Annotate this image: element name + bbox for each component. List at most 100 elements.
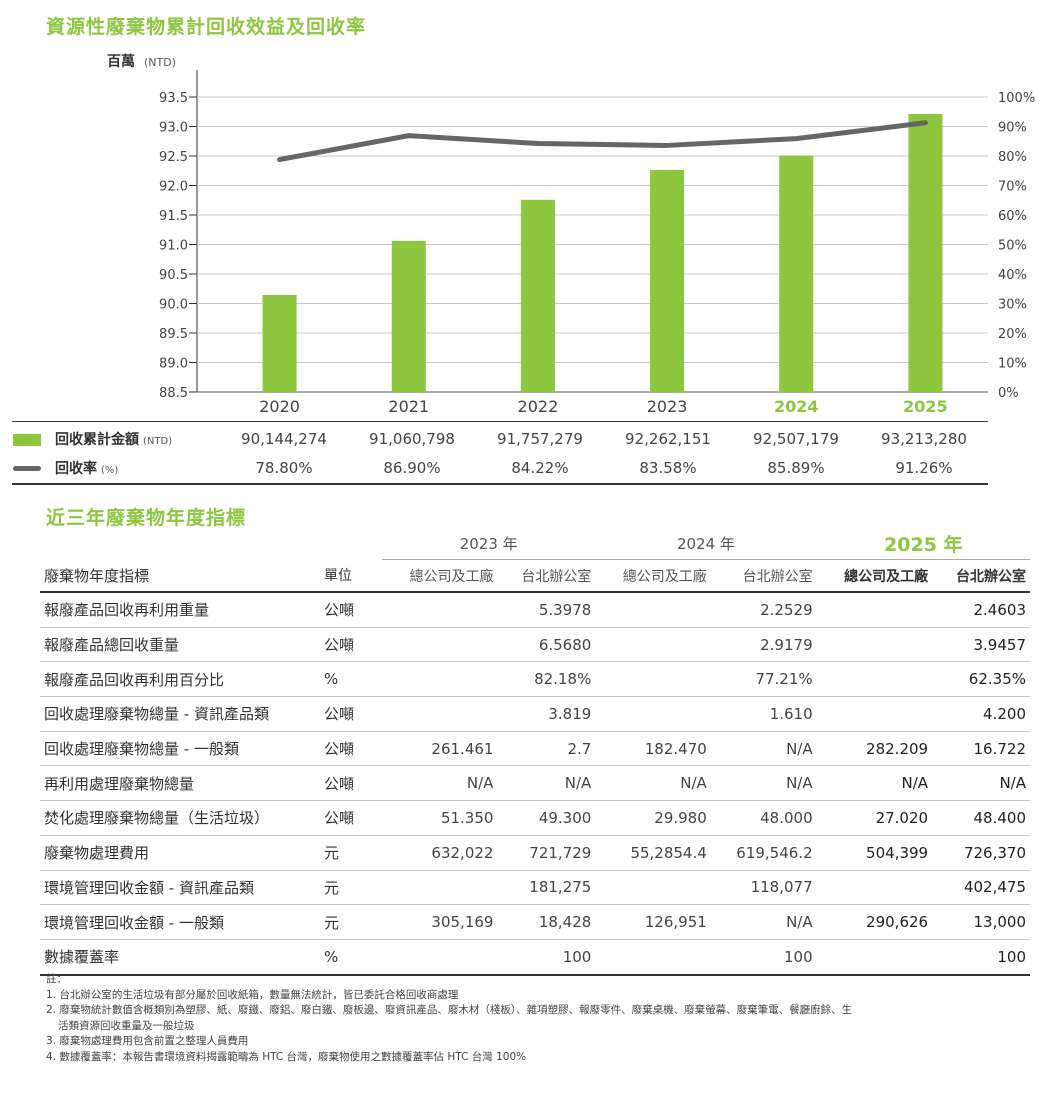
indicator-value: 29.980 xyxy=(595,800,711,836)
indicator-value: 282.209 xyxy=(816,731,933,767)
note-4: 4. 數據覆蓋率：本報告書環境資料揭露範疇為 HTC 台灣，廢棄物使用之數據覆蓋… xyxy=(46,1050,527,1063)
legend-value: 86.90% xyxy=(383,458,441,477)
indicator-value: 290,626 xyxy=(816,904,933,940)
indicator-value: 2.7 xyxy=(497,731,596,767)
table-row: 再利用處理廢棄物總量 公噸 N/A N/A N/A N/A N/A N/A xyxy=(40,765,1030,802)
indicator-value: 3.819 xyxy=(497,696,596,732)
indicator-value: 16.722 xyxy=(932,731,1030,767)
y-left-tick-label: 92.0 xyxy=(159,180,188,195)
indicator-unit: 公噸 xyxy=(320,800,382,836)
y-right-tick-label: 70% xyxy=(998,180,1027,195)
indicator-value: N/A xyxy=(710,765,817,802)
note-1: 1. 台北辦公室的生活垃圾有部分屬於回收紙箱，數量無法統計，皆已委託合格回收商處… xyxy=(46,988,459,1001)
indicator-unit: % xyxy=(320,939,382,976)
legend-value: 83.58% xyxy=(639,458,697,477)
indicator-value xyxy=(816,939,933,976)
year-header-row: 2023 年 2024 年 2025 年 xyxy=(40,527,1030,560)
indicator-value: 182.470 xyxy=(595,731,711,767)
indicator-value: 100 xyxy=(497,939,596,976)
recovery-rate-line xyxy=(277,120,928,163)
indicator-value: 49.300 xyxy=(497,800,596,836)
indicator-value: 4.200 xyxy=(932,696,1030,732)
legend-value: 91,060,798 xyxy=(369,429,455,448)
legend-value: 91.26% xyxy=(895,458,953,477)
col-header-taipei-2025: 台北辦公室 xyxy=(932,559,1030,593)
indicator-unit: % xyxy=(320,661,382,698)
y-left-tick-label: 93.0 xyxy=(159,121,188,136)
indicator-value: 3.9457 xyxy=(932,627,1030,663)
y-right-tick-label: 30% xyxy=(998,298,1027,313)
col-header-hq-2024: 總公司及工廠 xyxy=(595,559,711,593)
x-tick-label-2022: 2022 xyxy=(518,397,559,416)
indicator-value: 726,370 xyxy=(932,835,1030,871)
legend-label: 回收累計金額 xyxy=(55,431,139,448)
table-row: 回收處理廢棄物總量 - 一般類 公噸 261.461 2.7 182.470 N/A 282… xyxy=(40,731,1030,767)
indicator-value: N/A xyxy=(497,765,596,802)
col-header-hq-2023: 總公司及工廠 xyxy=(382,559,498,593)
indicator-name: 廢棄物處理費用 xyxy=(40,835,320,871)
indicator-value: 100 xyxy=(932,939,1030,976)
indicator-name: 回收處理廢棄物總量 - 一般類 xyxy=(40,731,320,767)
indicator-value: 181,275 xyxy=(497,870,596,906)
legend-row-bar: 回收累計金額 (NTD) 90,144,274 91,060,798 91,757,27… xyxy=(12,424,988,453)
footnotes: 註： 1. 台北辦公室的生活垃圾有部分屬於回收紙箱，數量無法統計，皆已委託合格回… xyxy=(46,972,1036,1065)
indicator-value: 77.21% xyxy=(710,661,817,698)
legend-row-line: 回收率 (%) 78.80% 86.90% 84.22% 83.58% 85.89% 91.2… xyxy=(12,453,988,482)
table-row: 報廢產品總回收重量 公噸 6.5680 2.9179 3.9457 xyxy=(40,627,1030,663)
indicator-name: 環境管理回收金額 - 一般類 xyxy=(40,904,320,940)
indicator-value xyxy=(816,627,933,663)
legend-table: 回收累計金額 (NTD) 90,144,274 91,060,798 91,757,27… xyxy=(12,424,988,482)
indicator-name: 報廢產品回收再利用重量 xyxy=(40,592,320,628)
indicator-value: 305,169 xyxy=(382,904,498,940)
indicator-value: N/A xyxy=(710,904,817,940)
x-tick-label-2020: 2020 xyxy=(259,397,300,416)
y-right-tick-label: 0% xyxy=(998,386,1019,401)
indicator-unit: 公噸 xyxy=(320,765,382,802)
indicator-value: N/A xyxy=(816,765,933,802)
indicator-name: 環境管理回收金額 - 資訊產品類 xyxy=(40,870,320,906)
y-right-tick-label: 90% xyxy=(998,121,1027,136)
legend-value: 92,507,179 xyxy=(753,429,839,448)
table-row: 報廢產品回收再利用百分比% 82.18% 77.21% 62.35% xyxy=(40,661,1030,698)
indicator-table: 2023 年 2024 年 2025 年 廢棄物年度指標 單位 總公司及工廠 台… xyxy=(40,527,1030,976)
legend-unit: (%) xyxy=(101,464,119,476)
y-left-tick-label: 89.0 xyxy=(159,357,188,372)
legend-top-rule xyxy=(12,421,988,422)
table-row: 數據覆蓋率% 100 100 100 xyxy=(40,939,1030,976)
table-row: 回收處理廢棄物總量 - 資訊產品類 公噸 3.819 1.610 4.200 xyxy=(40,696,1030,732)
legend-swatch-line xyxy=(13,466,41,471)
legend-label: 回收率 xyxy=(55,460,97,477)
indicator-value: 48.000 xyxy=(710,800,817,836)
bar-2021 xyxy=(391,240,426,392)
indicator-value: 48.400 xyxy=(932,800,1030,836)
legend-value: 84.22% xyxy=(511,458,569,477)
indicator-unit: 公噸 xyxy=(320,731,382,767)
col-header-hq-2025: 總公司及工廠 xyxy=(816,559,933,593)
year-2025-header: 2025 年 xyxy=(816,527,1030,560)
indicator-value: 18,428 xyxy=(497,904,596,940)
table-row: 環境管理回收金額 - 資訊產品類元 181,275 118,077 402,475 xyxy=(40,870,1030,906)
indicator-value xyxy=(595,661,711,698)
indicator-value: 27.020 xyxy=(816,800,933,836)
table-row: 廢棄物處理費用元 632,022 721,729 55,2854.4 619,546.2… xyxy=(40,835,1030,871)
y-right-tick-label: 40% xyxy=(998,268,1027,283)
indicator-name: 焚化處理廢棄物總量（生活垃圾） xyxy=(40,800,320,836)
indicator-value xyxy=(382,696,498,732)
y-left-tick-label: 91.0 xyxy=(159,239,188,254)
indicator-value: 118,077 xyxy=(710,870,817,906)
indicator-name: 報廢產品總回收重量 xyxy=(40,627,320,663)
indicator-value: N/A xyxy=(710,731,817,767)
indicator-value xyxy=(816,696,933,732)
y-right-tick-label: 20% xyxy=(998,327,1027,342)
legend-value: 85.89% xyxy=(767,458,825,477)
indicator-value: 619,546.2 xyxy=(710,835,817,871)
indicator-value: 504,399 xyxy=(816,835,933,871)
y-left-tick-label: 90.5 xyxy=(159,268,188,283)
indicator-value: N/A xyxy=(932,765,1030,802)
indicator-value: 5.3978 xyxy=(497,592,596,628)
x-tick-label-2025: 2025 xyxy=(903,397,948,416)
indicator-name: 回收處理廢棄物總量 - 資訊產品類 xyxy=(40,696,320,732)
indicator-value: 2.2529 xyxy=(710,592,817,628)
indicator-value: 2.9179 xyxy=(710,627,817,663)
note-2: 2. 廢棄物統計數值含概類別為塑膠、紙、廢鐵、廢鋁、廢白鐵、廢板邊、廢資訊產品、… xyxy=(46,1004,853,1016)
